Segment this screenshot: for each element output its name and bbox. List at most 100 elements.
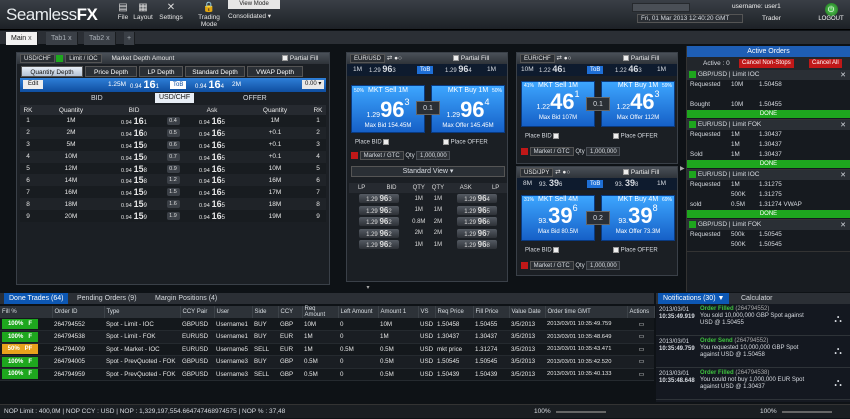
table-row[interactable]: 100% F 264794959 Spot - PrevQuoted - FOK GB…: [0, 368, 654, 381]
depth-row[interactable]: 4 10M 0.94 159 0.7 0.94 165 +0.1 4: [20, 150, 326, 163]
depth-pair-select[interactable]: USD/CHF: [20, 54, 55, 63]
collapse-right-icon[interactable]: ▶: [680, 166, 685, 172]
eurusd-order-type-select[interactable]: Market / GTC: [359, 151, 404, 160]
tab-price-depth[interactable]: Price Depth: [85, 66, 137, 77]
bid-price[interactable]: 0.94 161: [121, 115, 147, 126]
ask-price[interactable]: 0.94 165: [199, 163, 225, 174]
trades-col-header[interactable]: Side: [252, 306, 279, 318]
eurusd-buy-button[interactable]: MKT Buy 1M 50% 1.29964 Max Offer 145.45M: [431, 85, 505, 133]
bid-price[interactable]: 0.94 158: [121, 175, 147, 186]
trades-col-header[interactable]: User: [214, 306, 253, 318]
user-search-input[interactable]: [632, 3, 690, 12]
tab-vwap-depth[interactable]: VWAP Depth: [247, 66, 303, 77]
toggle-icon[interactable]: ●○: [562, 169, 571, 176]
tab-notifications[interactable]: Notifications (30) ▼: [658, 293, 730, 304]
eurchf-order-type-select[interactable]: Market / GTC: [529, 147, 574, 156]
eurchf-place-offer[interactable]: Place OFFER: [613, 133, 658, 140]
depth-order-type-select[interactable]: Limit / IOC: [65, 54, 102, 63]
active-order[interactable]: GBP/USD | Limit IOC ✕ Requested 10M 1.50458 B…: [687, 70, 850, 120]
file-menu-button[interactable]: ▤ File: [108, 2, 138, 28]
eurchf-pair-select[interactable]: EUR/CHF: [520, 54, 555, 63]
ladder-row[interactable]: 1.29 962 1M 1M 1.29 968: [349, 239, 507, 251]
depth-row[interactable]: 1 1M 0.94 161 0.4 0.94 165 1M 1: [20, 115, 326, 127]
ladder-bid[interactable]: 1.29 962: [349, 239, 409, 251]
depth-row[interactable]: 3 5M 0.94 159 0.6 0.94 165 +0.1 3: [20, 138, 326, 151]
row-actions-icon[interactable]: ▭: [627, 368, 654, 381]
logout-button[interactable]: ⏻ LOGOUT: [818, 3, 844, 22]
eurusd-place-offer[interactable]: Place OFFER: [443, 139, 488, 146]
ladder-ask[interactable]: 1.29 966: [447, 216, 507, 228]
active-order[interactable]: EUR/USD | Limit FOK ✕ Requested 1M 1.30437 1M…: [687, 120, 850, 170]
close-order-icon[interactable]: ✕: [840, 72, 846, 79]
bid-price[interactable]: 0.94 159: [121, 139, 147, 150]
trades-col-header[interactable]: CCY Pair: [180, 306, 215, 318]
trades-col-header[interactable]: Fill Price: [473, 306, 510, 318]
tab-pending-orders[interactable]: Pending Orders (9): [77, 295, 137, 302]
ask-price[interactable]: 0.94 165: [199, 211, 225, 222]
eurusd-pair-select[interactable]: EUR/USD: [350, 54, 386, 63]
depth-row[interactable]: 6 14M 0.94 158 1.2 0.94 165 16M 6: [20, 174, 326, 187]
eurusd-qty-input[interactable]: 1,000,000: [416, 151, 451, 160]
depth-row[interactable]: 9 20M 0.94 159 1.9 0.94 165 19M 9: [20, 210, 326, 223]
network-icon[interactable]: ⛬: [834, 345, 842, 357]
trades-col-header[interactable]: Req Price: [435, 306, 474, 318]
ask-price[interactable]: 0.94 165: [199, 187, 225, 198]
ladder-bid[interactable]: 1.29 962: [349, 205, 409, 217]
bid-price[interactable]: 0.94 159: [121, 187, 147, 198]
ladder-row[interactable]: 1.29 962 0.8M 2M 1.29 966: [349, 216, 507, 228]
trades-col-header[interactable]: Actions: [627, 306, 655, 318]
eurchf-partial-fill-checkbox[interactable]: [623, 55, 629, 62]
ladder-row[interactable]: 1.29 962 1M 1M 1.29 965: [349, 205, 507, 217]
table-row[interactable]: 100% F 264794005 Spot - PrevQuoted - FOK GB…: [0, 355, 654, 369]
bid-price[interactable]: 0.94 159: [121, 151, 147, 162]
ladder-row[interactable]: 1.29 962 2M 2M 1.29 967: [349, 228, 507, 240]
active-order[interactable]: GBP/USD | Limit FOK ✕ Requested 500k 1.50545…: [687, 220, 850, 252]
depth-row[interactable]: 2 2M 0.94 160 0.5 0.94 165 +0.1 2: [20, 126, 326, 139]
zoom-slider-left[interactable]: [556, 411, 606, 413]
ask-price[interactable]: 0.94 165: [199, 199, 225, 210]
usdjpy-buy-button[interactable]: MKT Buy 4M 69% 93.398 Max Offer 73.3M: [601, 195, 675, 241]
bid-price[interactable]: 0.94 158: [121, 163, 147, 174]
trades-col-header[interactable]: CCY: [278, 306, 303, 318]
usdjpy-pair-select[interactable]: USD/JPY: [520, 168, 554, 177]
consolidated-dropdown[interactable]: Consolidated ▾: [228, 13, 272, 20]
tab-tab1[interactable]: Tab1 x: [46, 32, 78, 45]
usdjpy-sell-button[interactable]: MKT Sell 4M 31% 93.396 Max Bid 80.5M: [521, 195, 595, 241]
ladder-ask[interactable]: 1.29 967: [447, 228, 507, 240]
trades-col-header[interactable]: Value Date: [509, 306, 546, 318]
swap-icon[interactable]: ⇄: [555, 169, 561, 176]
edit-button[interactable]: Edit: [23, 80, 44, 89]
zoom-slider-right[interactable]: [782, 411, 832, 413]
notification-item[interactable]: 2013/03/01 10:35:48.648 Order Filled (2647…: [656, 368, 850, 400]
trades-col-header[interactable]: Order ID: [52, 306, 105, 318]
close-order-icon[interactable]: ✕: [840, 172, 846, 179]
partial-fill-checkbox[interactable]: [282, 55, 288, 62]
spread-input[interactable]: 0.00 ▾: [302, 80, 325, 89]
swap-icon[interactable]: ⇄: [556, 55, 562, 62]
settings-menu-button[interactable]: ✕ Settings: [156, 2, 186, 28]
row-actions-icon[interactable]: ▭: [627, 355, 654, 369]
network-icon[interactable]: ⛬: [834, 313, 842, 325]
ask-price[interactable]: 0.94 165: [199, 139, 225, 150]
ask-price[interactable]: 0.94 165: [199, 115, 225, 126]
tab-margin-positions[interactable]: Margin Positions (4): [155, 295, 218, 302]
trades-col-header[interactable]: Order time GMT: [545, 306, 628, 318]
view-select[interactable]: Standard View ▾: [351, 166, 505, 177]
ladder-ask[interactable]: 1.29 965: [447, 205, 507, 217]
ladder-ask[interactable]: 1.29 968: [447, 239, 507, 251]
ladder-row[interactable]: 1.29 963 1M 1M 1.29 964: [349, 193, 507, 205]
ladder-ask[interactable]: 1.29 964: [447, 193, 507, 205]
trading-mode-button[interactable]: 🔒 Trading Mode: [194, 2, 224, 28]
table-row[interactable]: 50% PF 264794009 Spot - Market - IOC EURUSD…: [0, 343, 654, 356]
cancel-non-stops-button[interactable]: Cancel Non-Stops: [739, 59, 794, 68]
trades-col-header[interactable]: Left Amount: [338, 306, 379, 318]
bid-price[interactable]: 0.94 159: [121, 211, 147, 222]
row-actions-icon[interactable]: ▭: [627, 318, 654, 331]
eurchf-qty-input[interactable]: 1,000,000: [586, 147, 621, 156]
eurusd-partial-fill-checkbox[interactable]: [453, 55, 459, 62]
depth-row[interactable]: 5 12M 0.94 158 0.9 0.94 165 10M 5: [20, 162, 326, 175]
tab-standard-depth[interactable]: Standard Depth: [185, 66, 245, 77]
toggle-icon[interactable]: ●○: [394, 55, 402, 62]
toggle-icon[interactable]: ●○: [563, 55, 572, 62]
ask-price[interactable]: 0.94 165: [199, 127, 225, 138]
